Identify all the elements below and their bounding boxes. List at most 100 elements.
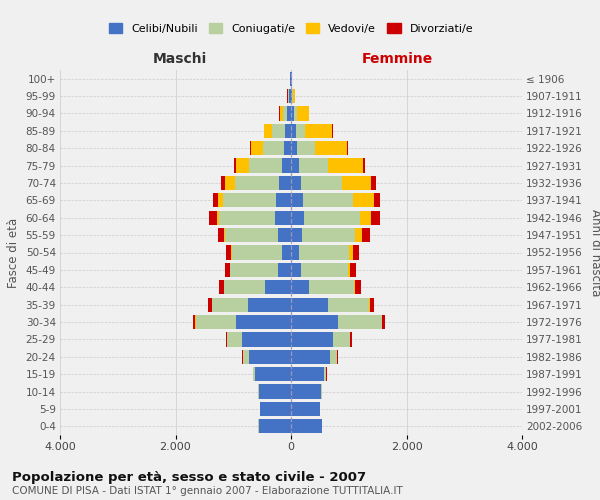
Bar	[209, 210, 217, 225]
Bar	[291, 367, 325, 382]
Bar	[219, 280, 224, 294]
Bar	[355, 228, 362, 242]
Bar	[259, 419, 291, 434]
Bar	[278, 228, 291, 242]
Bar	[225, 176, 235, 190]
Bar	[350, 332, 352, 346]
Bar	[303, 193, 353, 208]
Bar	[371, 210, 380, 225]
Bar	[265, 280, 291, 294]
Bar	[297, 141, 314, 156]
Bar	[302, 228, 355, 242]
Bar	[291, 106, 294, 120]
Bar	[221, 176, 225, 190]
Bar	[382, 315, 385, 329]
Bar	[249, 158, 282, 172]
Bar	[291, 228, 302, 242]
Bar	[328, 298, 369, 312]
Bar	[235, 176, 279, 190]
Text: Popolazione per età, sesso e stato civile - 2007: Popolazione per età, sesso e stato civil…	[12, 472, 366, 484]
Bar	[291, 263, 301, 277]
Bar	[223, 193, 276, 208]
Bar	[208, 298, 212, 312]
Bar	[259, 384, 291, 398]
Text: COMUNE DI PISA - Dati ISTAT 1° gennaio 2007 - Elaborazione TUTTITALIA.IT: COMUNE DI PISA - Dati ISTAT 1° gennaio 2…	[12, 486, 403, 496]
Text: Femmine: Femmine	[362, 52, 433, 66]
Bar	[282, 158, 291, 172]
Bar	[276, 193, 291, 208]
Bar	[371, 176, 376, 190]
Bar	[353, 193, 374, 208]
Bar	[374, 193, 380, 208]
Bar	[291, 350, 330, 364]
Bar	[278, 263, 291, 277]
Bar	[253, 367, 255, 382]
Bar	[218, 228, 224, 242]
Text: Maschi: Maschi	[153, 52, 207, 66]
Bar	[291, 89, 292, 103]
Bar	[242, 332, 291, 346]
Bar	[294, 106, 298, 120]
Bar	[226, 246, 231, 260]
Bar	[227, 332, 242, 346]
Bar	[360, 210, 371, 225]
Bar	[218, 193, 223, 208]
Bar	[332, 332, 350, 346]
Bar	[325, 367, 326, 382]
Bar	[283, 106, 287, 120]
Bar	[225, 263, 230, 277]
Bar	[284, 124, 291, 138]
Bar	[291, 315, 338, 329]
Bar	[291, 419, 322, 434]
Bar	[284, 141, 291, 156]
Bar	[230, 263, 278, 277]
Bar	[293, 89, 295, 103]
Bar	[250, 141, 251, 156]
Bar	[226, 332, 227, 346]
Bar	[301, 263, 348, 277]
Bar	[243, 350, 249, 364]
Bar	[291, 402, 320, 416]
Bar	[248, 298, 291, 312]
Bar	[213, 193, 218, 208]
Bar	[280, 106, 283, 120]
Bar	[354, 280, 355, 294]
Bar	[263, 141, 284, 156]
Bar	[338, 315, 382, 329]
Bar	[349, 246, 353, 260]
Bar	[291, 210, 304, 225]
Bar	[224, 228, 225, 242]
Bar	[225, 228, 278, 242]
Bar	[291, 141, 297, 156]
Bar	[224, 280, 265, 294]
Bar	[291, 124, 296, 138]
Bar	[264, 124, 265, 138]
Bar	[314, 141, 347, 156]
Bar	[217, 210, 220, 225]
Bar	[330, 350, 337, 364]
Bar	[279, 176, 291, 190]
Bar	[275, 210, 291, 225]
Bar	[196, 315, 236, 329]
Bar	[348, 263, 350, 277]
Bar	[305, 124, 332, 138]
Bar	[288, 89, 289, 103]
Bar	[291, 280, 310, 294]
Bar	[255, 367, 291, 382]
Bar	[342, 176, 371, 190]
Bar	[232, 246, 282, 260]
Bar	[301, 176, 342, 190]
Bar	[289, 89, 291, 103]
Bar	[362, 158, 365, 172]
Y-axis label: Anni di nascita: Anni di nascita	[589, 209, 600, 296]
Bar	[292, 89, 293, 103]
Bar	[291, 298, 328, 312]
Bar	[287, 106, 291, 120]
Bar	[291, 158, 299, 172]
Y-axis label: Fasce di età: Fasce di età	[7, 218, 20, 288]
Bar	[353, 246, 359, 260]
Bar	[362, 228, 370, 242]
Bar	[337, 350, 338, 364]
Bar	[193, 315, 196, 329]
Bar	[310, 280, 354, 294]
